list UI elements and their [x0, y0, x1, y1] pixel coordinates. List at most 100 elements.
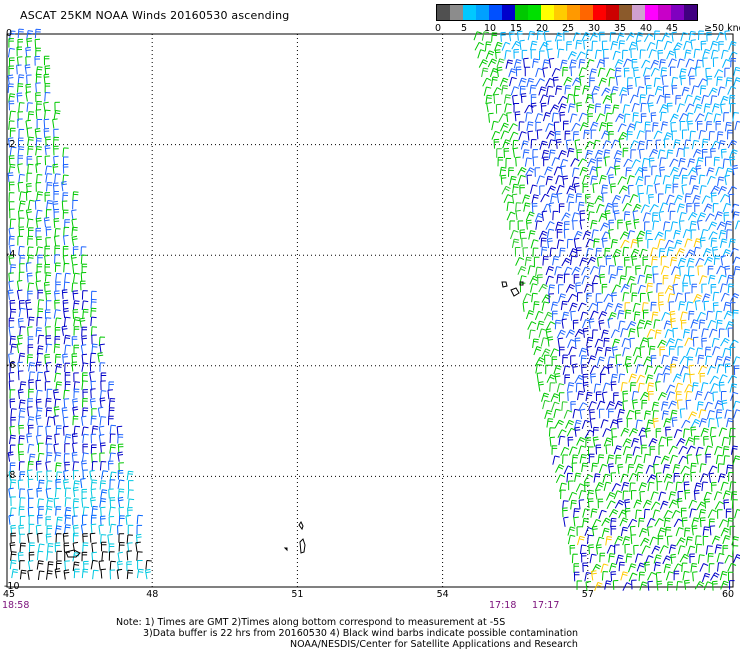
wind-barb	[554, 319, 561, 330]
legend-swatch	[541, 5, 554, 20]
wind-barb	[80, 254, 87, 265]
legend-swatch	[476, 5, 489, 20]
wind-barb	[546, 374, 556, 383]
wind-barb	[664, 526, 672, 537]
wind-barb	[64, 461, 70, 472]
wind-barb	[622, 292, 630, 302]
wind-barb	[508, 123, 518, 132]
wind-barb	[660, 455, 670, 465]
wind-barb	[575, 39, 582, 50]
wind-barb	[8, 163, 16, 174]
wind-barb	[619, 87, 628, 97]
wind-barb	[17, 389, 24, 400]
wind-barb	[589, 409, 595, 420]
wind-barb	[708, 231, 718, 240]
wind-barb	[568, 346, 577, 356]
wind-barb	[685, 103, 695, 113]
wind-barb	[597, 256, 603, 267]
wind-barb	[7, 74, 14, 85]
wind-barb	[683, 481, 690, 492]
wind-barb	[665, 571, 675, 581]
legend-swatch	[463, 5, 476, 20]
wind-barb	[724, 220, 732, 231]
wind-barb	[18, 461, 25, 471]
wind-barb	[71, 336, 78, 346]
wind-barb	[44, 370, 50, 381]
wind-barb	[704, 112, 713, 122]
wind-barb	[592, 426, 599, 437]
wind-barb	[700, 229, 709, 239]
wind-barb	[605, 491, 616, 501]
wind-barb	[491, 32, 498, 42]
wind-barb	[90, 433, 97, 444]
wind-barb	[496, 58, 505, 68]
wind-barb	[91, 425, 99, 435]
longitude-label: 60	[722, 589, 735, 600]
wind-barb	[35, 182, 42, 192]
wind-barb	[630, 149, 637, 159]
wind-barb	[716, 131, 724, 141]
wind-barb	[691, 283, 697, 294]
wind-barb	[658, 248, 666, 258]
wind-barb	[707, 319, 717, 329]
wind-barb	[648, 194, 654, 204]
wind-barb	[627, 464, 635, 474]
wind-barb	[90, 479, 98, 490]
wind-barb	[543, 156, 549, 167]
wind-barb	[72, 263, 78, 274]
wind-barb	[655, 373, 664, 383]
wind-barb	[500, 31, 506, 42]
wind-barb	[588, 446, 594, 457]
wind-barb	[44, 192, 51, 202]
wind-barb	[673, 229, 681, 240]
wind-barb	[637, 185, 643, 195]
wind-barb	[71, 361, 78, 372]
wind-barb	[730, 391, 739, 402]
wind-barb	[713, 113, 722, 123]
legend-tick-label: 40	[639, 23, 653, 34]
wind-barb	[622, 49, 628, 60]
wind-barb	[671, 417, 678, 428]
wind-barb	[8, 181, 15, 192]
wind-barb	[639, 292, 646, 303]
wind-barb	[477, 49, 486, 59]
wind-barb	[89, 470, 95, 481]
wind-barb	[634, 553, 643, 563]
wind-barb	[28, 371, 36, 381]
wind-barb	[90, 559, 98, 570]
wind-barb	[692, 194, 701, 205]
wind-barb	[26, 272, 33, 283]
wind-barb	[55, 381, 62, 391]
wind-barb	[550, 393, 560, 403]
wind-barb	[677, 399, 683, 410]
wind-barb	[100, 534, 107, 544]
wind-barb	[583, 283, 593, 293]
wind-barb	[685, 536, 693, 546]
wind-barb	[99, 452, 105, 463]
wind-barb	[27, 506, 34, 517]
wind-barb	[585, 247, 594, 258]
wind-barb	[501, 85, 509, 95]
wind-barb	[622, 246, 630, 257]
wind-barb	[80, 280, 86, 291]
wind-barb	[126, 569, 134, 580]
wind-barb	[649, 536, 658, 546]
island-outline	[299, 538, 306, 554]
wind-barb	[483, 86, 492, 96]
wind-barb	[90, 523, 97, 534]
wind-barb	[656, 580, 663, 591]
wind-barb	[589, 310, 599, 320]
wind-barb	[718, 374, 728, 384]
wind-barb	[720, 103, 726, 114]
wind-barb	[26, 156, 33, 166]
wind-barb	[54, 372, 62, 383]
wind-barb	[508, 31, 515, 42]
wind-barb	[683, 147, 690, 158]
wind-barb	[546, 185, 556, 195]
wind-barb	[473, 31, 482, 41]
wind-barb	[695, 257, 705, 267]
wind-barb	[678, 157, 686, 168]
wind-barb	[19, 488, 26, 498]
wind-barb	[688, 274, 695, 285]
wind-barb	[698, 409, 707, 419]
